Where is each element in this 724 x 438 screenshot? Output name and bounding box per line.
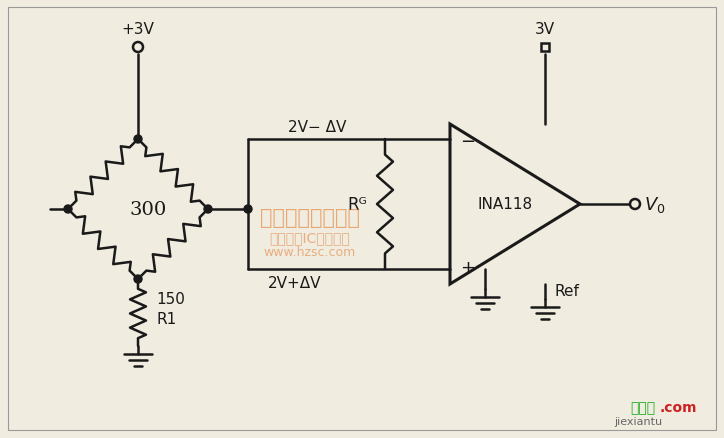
Text: .com: .com (660, 400, 697, 414)
Text: +: + (460, 258, 475, 276)
Text: 杭州缝库电子市场: 杭州缝库电子市场 (260, 208, 360, 227)
Circle shape (204, 205, 212, 213)
Text: 接线图: 接线图 (630, 400, 655, 414)
Text: Ref: Ref (555, 284, 580, 299)
Circle shape (134, 276, 142, 283)
Circle shape (244, 205, 252, 213)
Text: 300: 300 (130, 201, 167, 219)
Text: Rᴳ: Rᴳ (347, 195, 367, 213)
Text: +3V: +3V (122, 22, 154, 37)
Text: 2V+ΔV: 2V+ΔV (268, 276, 321, 291)
Bar (541, 44, 549, 52)
Circle shape (133, 43, 143, 53)
Circle shape (630, 200, 640, 209)
Text: 3V: 3V (535, 22, 555, 37)
Text: 2V− ΔV: 2V− ΔV (288, 120, 346, 135)
Text: R1: R1 (156, 312, 176, 327)
Text: 全球最小IC采购网站: 全球最小IC采购网站 (269, 230, 350, 244)
Text: jiexiantu: jiexiantu (614, 416, 662, 426)
Text: −: − (460, 133, 475, 151)
Text: www.hzsc.com: www.hzsc.com (264, 246, 356, 259)
Text: $V_0$: $V_0$ (644, 194, 665, 215)
Text: INA118: INA118 (477, 197, 532, 212)
Circle shape (134, 136, 142, 144)
Text: 150: 150 (156, 292, 185, 307)
Circle shape (64, 205, 72, 213)
